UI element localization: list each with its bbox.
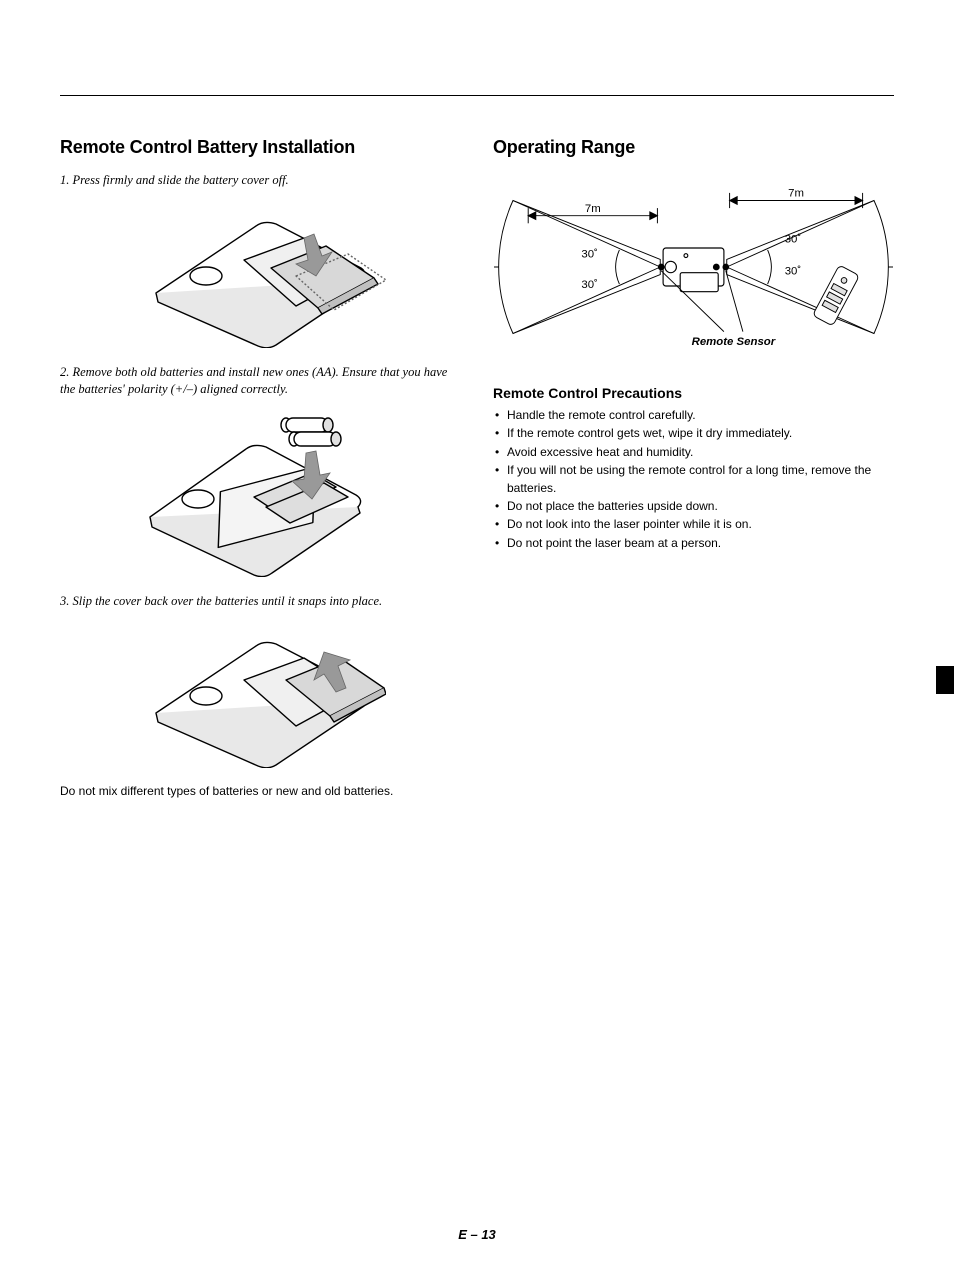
step-2-text: 2. Remove both old batteries and install… [60,364,461,399]
sensor-label: Remote Sensor [692,336,776,348]
battery-illus-1 [136,198,386,348]
side-tab [936,666,954,694]
top-rule [60,95,894,96]
battery-illus-3 [136,618,386,768]
angle-tr: 30˚ [785,233,801,245]
precautions-heading: Remote Control Precautions [493,385,894,401]
battery-illus-2 [136,407,386,577]
angle-tl: 30˚ [581,249,597,261]
precaution-item: If you will not be using the remote cont… [493,462,894,497]
dist-right-label: 7m [788,188,804,200]
precaution-item: Do not place the batteries upside down. [493,498,894,515]
page-number: E – 13 [0,1227,954,1242]
left-column: Remote Control Battery Installation 1. P… [60,137,461,798]
right-column: Operating Range [493,137,894,798]
angle-bl: 30˚ [581,279,597,291]
battery-heading: Remote Control Battery Installation [60,137,461,158]
range-diagram: 7m 7m 30˚ 30˚ 30˚ 30˚ Remote Sensor [493,172,894,362]
precaution-item: Avoid excessive heat and humidity. [493,444,894,461]
precaution-item: Do not look into the laser pointer while… [493,516,894,533]
angle-br: 30˚ [785,266,801,278]
precaution-item: If the remote control gets wet, wipe it … [493,425,894,442]
step-3-text: 3. Slip the cover back over the batterie… [60,593,461,611]
dist-left-label: 7m [585,203,601,215]
battery-note: Do not mix different types of batteries … [60,784,461,798]
precaution-item: Handle the remote control carefully. [493,407,894,424]
range-heading: Operating Range [493,137,894,158]
precaution-item: Do not point the laser beam at a person. [493,535,894,552]
precautions-list: Handle the remote control carefully. If … [493,407,894,552]
step-1-text: 1. Press firmly and slide the battery co… [60,172,461,190]
